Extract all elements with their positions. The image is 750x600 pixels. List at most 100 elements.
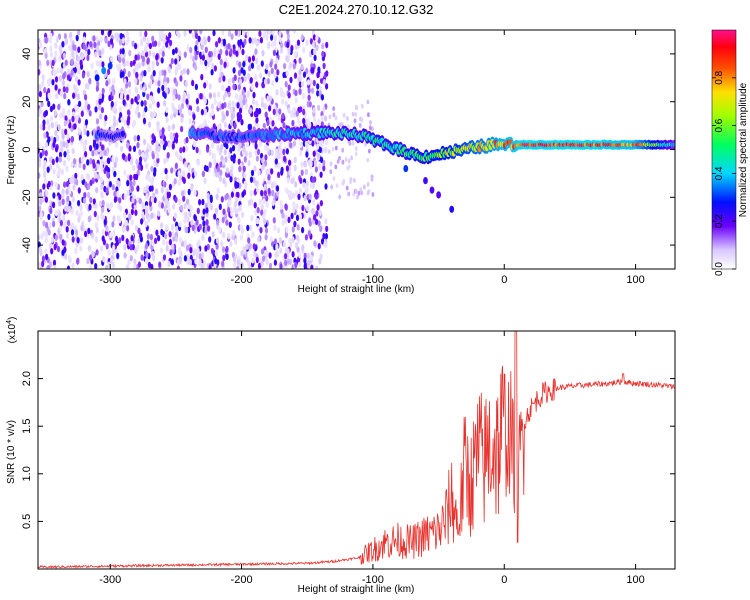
- spectrogram-cell: [132, 68, 137, 75]
- spectrogram-cell: [235, 208, 239, 215]
- spectrogram-cell: [146, 93, 150, 100]
- spectrogram-cell: [234, 180, 238, 188]
- spectrogram-cell: [301, 204, 305, 212]
- spectrogram-cell: [144, 258, 149, 265]
- spectrogram-cell: [330, 184, 334, 190]
- spectrogram-cell: [325, 225, 329, 233]
- spectrogram-cell: [152, 192, 156, 199]
- spectrogram-cell: [148, 42, 152, 50]
- spectrogram-cell: [165, 116, 169, 123]
- spectrogram-cell: [244, 102, 249, 110]
- spectrogram-cell: [175, 80, 179, 87]
- spectrogram-cell: [218, 76, 222, 84]
- spectrogram-cell: [44, 141, 49, 148]
- spectrogram-cell: [273, 72, 277, 79]
- spectrogram-cell: [324, 115, 328, 122]
- spectrogram-cell: [282, 148, 286, 156]
- spectrogram-cell: [163, 181, 167, 188]
- spectrogram-cell: [265, 195, 269, 202]
- spectrogram-cell: [299, 177, 303, 184]
- spectrogram-cell: [185, 145, 189, 152]
- spectrogram-cell: [229, 106, 233, 114]
- spectrogram-cell: [174, 132, 179, 139]
- spectrogram-cell: [141, 201, 145, 208]
- spectrogram-cell: [154, 237, 158, 244]
- spectrogram-cell: [66, 68, 70, 75]
- spectrogram-cell: [240, 119, 244, 126]
- spectrogram-cell: [96, 215, 100, 222]
- spectrogram-cell: [285, 70, 289, 77]
- spectrogram-cell: [312, 79, 316, 87]
- spectrogram-cell: [39, 123, 43, 131]
- spectrogram-cell: [227, 43, 231, 50]
- spectrogram-cell: [266, 95, 270, 102]
- spectrogram-cell: [143, 70, 147, 77]
- spectrogram-cell: [403, 165, 409, 173]
- spectrogram-cell: [299, 106, 303, 113]
- spectrogram-cell: [87, 183, 91, 190]
- spectrogram-cell: [54, 76, 59, 83]
- spectrogram-cell: [302, 71, 307, 78]
- spectrogram-cell: [228, 221, 232, 228]
- spectrogram-cell: [58, 224, 63, 232]
- spectrogram-cell: [170, 57, 174, 65]
- spectrogram-cell: [183, 239, 188, 246]
- spectrogram-cell: [273, 34, 278, 42]
- spectrogram-cell: [213, 98, 217, 106]
- spectrogram-cell: [95, 36, 99, 43]
- spectrogram-cell: [127, 70, 131, 78]
- spectrogram-cell: [119, 32, 123, 40]
- snr-y-axis-label: SNR (10 * v/v): [6, 420, 17, 484]
- spectrogram-cell: [213, 50, 217, 57]
- spectrogram-cell: [158, 70, 162, 77]
- spectrogram-cell: [84, 82, 88, 90]
- spectrogram-cell: [429, 186, 435, 194]
- spectrogram-cell: [44, 178, 48, 185]
- spectrogram-cell: [320, 77, 324, 84]
- spectrogram-cell: [204, 245, 208, 252]
- spectrogram-cell: [202, 208, 206, 215]
- spectrogram-cell: [65, 142, 69, 149]
- spectrogram-cell: [109, 38, 114, 45]
- spectrogram-cell: [100, 191, 104, 198]
- spectrogram-cell: [305, 180, 309, 187]
- spectrogram-cell: [167, 125, 171, 132]
- spectrogram-cell: [140, 218, 144, 225]
- spectrogram-cell: [167, 141, 172, 148]
- spectrogram-cell: [259, 227, 263, 234]
- spectrogram-cell: [84, 181, 88, 188]
- spectrogram-cell: [108, 94, 112, 102]
- spectrogram-cell: [222, 232, 226, 239]
- spectrogram-cell: [151, 133, 155, 140]
- spectrogram-cell: [100, 183, 104, 190]
- spectrogram-cell: [141, 50, 145, 57]
- spectrogram-cell: [317, 243, 321, 250]
- spectrogram-cell: [294, 181, 298, 188]
- spectrogram-cell: [71, 196, 75, 203]
- spectrogram-cell: [298, 57, 302, 64]
- spectrogram-cell: [244, 150, 248, 158]
- spectrogram-cell: [216, 144, 220, 151]
- spectrogram-cell: [242, 69, 246, 76]
- spectrogram-cell: [205, 207, 209, 214]
- spectrogram-cell: [66, 232, 70, 239]
- spectrogram-cell: [311, 140, 315, 147]
- spectrogram-cell: [249, 198, 253, 205]
- x-tick-label: -300: [99, 274, 121, 286]
- spectrogram-cell: [220, 144, 224, 151]
- spectrogram-cell: [185, 136, 189, 144]
- spectrogram-cell: [257, 236, 261, 243]
- spectrogram-cell: [107, 249, 111, 256]
- spectrogram-cell: [94, 172, 98, 179]
- spectrogram-cell: [133, 258, 137, 265]
- spectrogram-cell: [38, 68, 41, 76]
- spectrogram-cell: [241, 191, 245, 198]
- spectrogram-cell: [231, 100, 235, 108]
- spectrogram-cell: [157, 40, 161, 48]
- spectrogram-cell: [142, 117, 147, 125]
- spectrogram-cell: [249, 107, 253, 114]
- spectrogram-cell: [247, 56, 252, 63]
- spectrogram-cell: [280, 166, 284, 174]
- spectrogram-cell: [150, 185, 154, 192]
- spectrogram-cell: [86, 71, 90, 78]
